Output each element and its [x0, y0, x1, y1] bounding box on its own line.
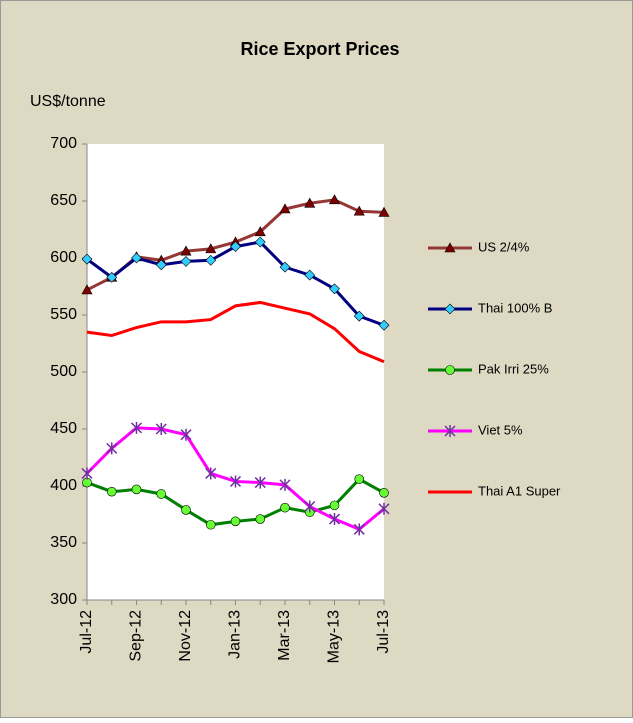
point-marker	[378, 206, 390, 217]
legend-marker	[444, 303, 456, 315]
y-tick-label: 450	[50, 420, 77, 437]
point-marker	[254, 226, 266, 237]
x-tick-label: Jul-13	[375, 610, 392, 654]
point-marker	[130, 421, 143, 434]
point-marker	[279, 203, 291, 214]
legend-label: Viet 5%	[478, 422, 523, 437]
point-marker	[328, 194, 341, 205]
point-marker	[304, 269, 316, 281]
point-marker	[378, 502, 390, 515]
x-tick-label: Jan-13	[227, 610, 244, 659]
point-marker	[379, 488, 389, 498]
point-marker	[106, 486, 117, 497]
y-tick-label: 350	[50, 534, 77, 551]
point-marker	[131, 252, 142, 264]
point-marker	[279, 478, 291, 491]
point-marker	[329, 500, 340, 511]
point-marker	[304, 197, 316, 208]
point-marker	[106, 271, 118, 283]
x-tick-label: May-13	[326, 610, 343, 663]
point-marker	[230, 516, 241, 527]
point-marker	[279, 261, 291, 273]
point-marker	[378, 319, 390, 331]
y-tick-label: 700	[50, 135, 77, 152]
x-tick-label: Sep-12	[128, 610, 145, 662]
legend-label: Thai 100% B	[478, 300, 552, 315]
point-marker	[229, 475, 242, 488]
legend-marker	[444, 242, 456, 253]
point-marker	[106, 442, 118, 455]
point-marker	[280, 502, 290, 513]
point-marker	[255, 514, 266, 524]
point-marker	[205, 243, 217, 254]
point-marker	[353, 310, 365, 322]
legend-marker	[444, 425, 456, 437]
point-marker	[328, 513, 341, 526]
y-tick-label: 550	[50, 306, 77, 323]
point-marker	[81, 253, 93, 265]
point-marker	[180, 428, 192, 441]
point-marker	[329, 283, 340, 295]
y-tick-label: 500	[50, 363, 77, 380]
y-tick-label: 400	[50, 477, 77, 494]
x-tick-label: Jul-12	[78, 610, 95, 654]
legend-label: Thai A1 Super	[478, 483, 561, 498]
plot-area	[87, 144, 384, 600]
y-axis-label: US$/tonne	[30, 93, 106, 110]
point-marker	[81, 284, 93, 295]
point-marker	[81, 467, 93, 480]
point-marker	[205, 467, 217, 480]
legend-label: US 2/4%	[478, 239, 530, 254]
point-marker	[354, 474, 365, 484]
point-marker	[304, 500, 316, 513]
chart-title: Rice Export Prices	[240, 39, 399, 59]
y-tick-label: 650	[50, 192, 77, 209]
y-tick-label: 300	[50, 591, 77, 608]
y-tick-label: 600	[50, 249, 77, 266]
point-marker	[156, 489, 167, 499]
point-marker	[353, 205, 365, 216]
x-tick-label: Mar-13	[276, 610, 293, 661]
point-marker	[180, 245, 192, 256]
series-line	[86, 300, 385, 364]
x-tick-label: Nov-12	[177, 610, 194, 662]
point-marker	[230, 241, 241, 253]
point-marker	[353, 523, 365, 536]
point-marker	[155, 423, 167, 435]
legend-label: Pak Irri 25%	[478, 361, 549, 376]
point-marker	[155, 259, 167, 271]
legend-marker	[445, 365, 455, 375]
point-marker	[205, 254, 217, 266]
point-marker	[254, 236, 266, 248]
point-marker	[131, 484, 142, 495]
point-marker	[181, 505, 191, 515]
point-marker	[205, 519, 216, 530]
point-marker	[180, 255, 192, 267]
point-marker	[254, 476, 266, 489]
